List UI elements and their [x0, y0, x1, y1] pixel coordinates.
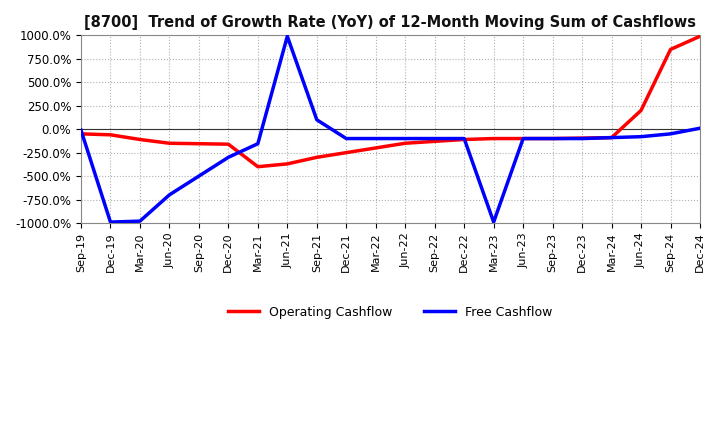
Free Cashflow: [106, 220, 114, 225]
Free Cashflow: [165, 192, 174, 198]
Operating Cashflow: [283, 161, 292, 166]
Line: Operating Cashflow: Operating Cashflow: [81, 36, 700, 167]
Free Cashflow: [607, 135, 616, 140]
Operating Cashflow: [549, 136, 557, 141]
Operating Cashflow: [431, 139, 439, 144]
Operating Cashflow: [490, 136, 498, 141]
Free Cashflow: [490, 220, 498, 225]
Free Cashflow: [224, 155, 233, 160]
Free Cashflow: [577, 136, 586, 141]
Operating Cashflow: [106, 132, 114, 137]
Free Cashflow: [431, 136, 439, 141]
Free Cashflow: [283, 33, 292, 39]
Operating Cashflow: [636, 108, 645, 113]
Operating Cashflow: [342, 150, 351, 155]
Free Cashflow: [194, 173, 203, 179]
Operating Cashflow: [76, 131, 85, 136]
Operating Cashflow: [460, 137, 469, 142]
Operating Cashflow: [372, 145, 380, 150]
Operating Cashflow: [194, 141, 203, 147]
Free Cashflow: [666, 131, 675, 136]
Operating Cashflow: [224, 142, 233, 147]
Operating Cashflow: [135, 137, 144, 142]
Free Cashflow: [696, 125, 704, 131]
Operating Cashflow: [312, 155, 321, 160]
Free Cashflow: [342, 136, 351, 141]
Legend: Operating Cashflow, Free Cashflow: Operating Cashflow, Free Cashflow: [223, 301, 558, 323]
Line: Free Cashflow: Free Cashflow: [81, 36, 700, 222]
Free Cashflow: [372, 136, 380, 141]
Free Cashflow: [253, 141, 262, 147]
Operating Cashflow: [253, 164, 262, 169]
Operating Cashflow: [401, 141, 410, 146]
Operating Cashflow: [165, 141, 174, 146]
Free Cashflow: [76, 128, 85, 133]
Free Cashflow: [519, 136, 528, 141]
Operating Cashflow: [577, 136, 586, 141]
Operating Cashflow: [607, 135, 616, 140]
Free Cashflow: [312, 117, 321, 122]
Free Cashflow: [549, 136, 557, 141]
Operating Cashflow: [696, 33, 704, 39]
Operating Cashflow: [666, 47, 675, 52]
Free Cashflow: [460, 136, 469, 141]
Free Cashflow: [401, 136, 410, 141]
Free Cashflow: [135, 219, 144, 224]
Operating Cashflow: [519, 136, 528, 141]
Free Cashflow: [636, 134, 645, 139]
Title: [8700]  Trend of Growth Rate (YoY) of 12-Month Moving Sum of Cashflows: [8700] Trend of Growth Rate (YoY) of 12-…: [84, 15, 696, 30]
